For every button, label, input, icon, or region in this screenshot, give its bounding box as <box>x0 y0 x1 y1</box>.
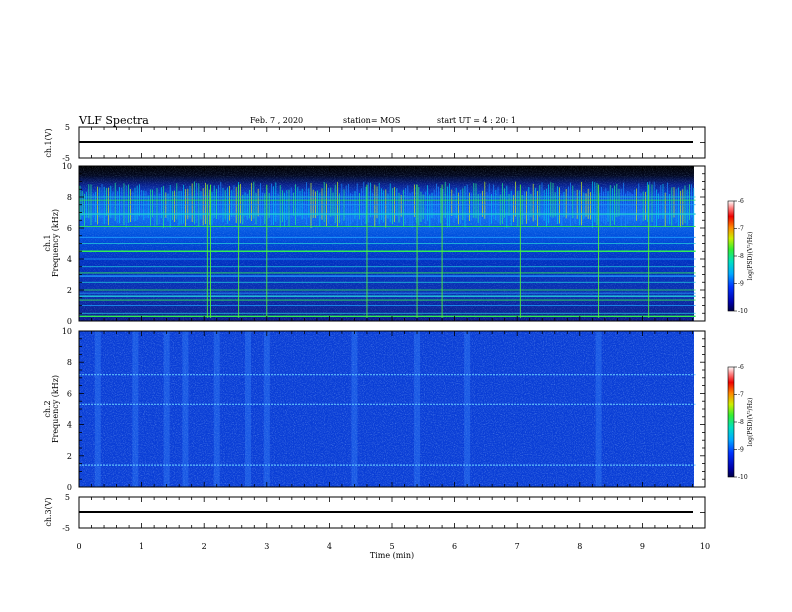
x-tick-label: 3 <box>264 542 269 551</box>
colorbar-tick-label: -9 <box>738 281 744 288</box>
ch2-tonal-lines <box>79 374 696 466</box>
y-tick-label: 4 <box>67 421 72 430</box>
y-tick-label: 8 <box>67 358 72 367</box>
y-tick-label: 6 <box>67 224 72 233</box>
colorbar-tick-label: -8 <box>738 253 744 260</box>
x-tick-label: 2 <box>202 542 207 551</box>
ch3-waveform-panel: 5 -5 ch.3(V) <box>44 493 706 533</box>
y-tick-label: 0 <box>67 317 72 326</box>
vertical-band <box>245 331 252 487</box>
y-tick-label: 8 <box>67 193 72 202</box>
y-tick-label: 10 <box>62 327 72 336</box>
ch1-ytick-labels: 0 2 4 6 8 10 <box>62 162 72 326</box>
ch2-colorbar-ticks: -6 -7 -8 -9 -10 <box>734 364 748 481</box>
ch1-waveform-ylabel: ch.1(V) <box>44 128 53 157</box>
ch2-colorbar-label: log(PSD)(V²/Hz) <box>747 398 754 447</box>
station-label: station= MOS <box>343 116 400 125</box>
vertical-band <box>94 331 101 487</box>
x-tick-label: 5 <box>389 542 394 551</box>
ch2-frequency-ylabel: Frequency (kHz) <box>51 375 60 443</box>
ch1-ytick-top: 5 <box>65 123 70 132</box>
ch3-waveform-ylabel: ch.3(V) <box>44 497 53 526</box>
y-tick-label: 6 <box>67 389 72 398</box>
x-tick-label: 4 <box>327 542 332 551</box>
ch1-channel-label: ch.1 <box>43 234 52 251</box>
ch2-vertical-bands <box>94 331 602 487</box>
x-tick-label: 0 <box>76 542 81 551</box>
x-tick-label: 7 <box>515 542 520 551</box>
ch1-axis-ticks <box>78 165 706 322</box>
figure-title: VLF Spectra <box>78 114 149 127</box>
x-tick-label: 6 <box>452 542 457 551</box>
vertical-band <box>263 331 270 487</box>
x-tick-label: 8 <box>577 542 582 551</box>
vertical-band <box>182 331 189 487</box>
y-tick-label: 0 <box>67 483 72 492</box>
ch1-impulse-lines <box>206 184 650 318</box>
colorbar-tick-label: -8 <box>738 419 744 426</box>
ch2-axis-ticks <box>78 330 706 488</box>
x-tick-label: 9 <box>640 542 645 551</box>
ch2-spectrogram-texture <box>79 331 694 487</box>
time-axis-tick-labels: 0 1 2 3 4 5 6 7 8 9 10 <box>76 542 710 551</box>
ch2-ytick-labels: 0 2 4 6 8 10 <box>62 327 72 492</box>
colorbar-tick-label: -6 <box>738 364 744 371</box>
vertical-band <box>414 331 421 487</box>
start-time-label: start UT = 4 : 20: 1 <box>437 116 516 125</box>
colorbar-tick-label: -7 <box>738 226 744 233</box>
vertical-band <box>464 331 471 487</box>
colorbar-tick-label: -10 <box>738 474 748 481</box>
time-axis-label: Time (min) <box>370 551 414 560</box>
ch1-frequency-ylabel: Frequency (kHz) <box>51 209 60 277</box>
ch1-colorbar-ramp <box>727 200 735 312</box>
vertical-band <box>213 331 220 487</box>
y-tick-label: 2 <box>67 452 72 461</box>
ch3-waveform-ticks <box>78 496 706 529</box>
colorbar-tick-label: -10 <box>738 308 748 315</box>
ch1-colorbar-label: log(PSD)(V²/Hz) <box>747 232 754 281</box>
colorbar-tick-label: -6 <box>738 198 744 205</box>
ch2-colorbar: -6 -7 -8 -9 -10 log(PSD)(V²/Hz) <box>727 364 754 481</box>
ch3-ytick-bottom: -5 <box>62 524 70 533</box>
y-tick-label: 2 <box>67 286 72 295</box>
colorbar-tick-label: -7 <box>738 392 744 399</box>
vertical-band <box>351 331 358 487</box>
vertical-band <box>595 331 602 487</box>
colorbar-tick-label: -9 <box>738 447 744 454</box>
date-label: Feb. 7 , 2020 <box>250 116 303 125</box>
ch1-ytick-bottom: -5 <box>62 154 70 163</box>
ch2-colorbar-ramp <box>727 366 735 478</box>
ch3-ytick-top: 5 <box>65 493 70 502</box>
ch1-tonal-lines <box>79 196 696 318</box>
x-tick-label: 10 <box>700 542 710 551</box>
ch1-waveform-ticks <box>78 126 706 159</box>
ch1-spectrogram-panel: 0 2 4 6 8 10 ch.1 Frequency (kHz) <box>43 162 706 326</box>
ch1-waveform-panel: 5 -5 ch.1(V) <box>44 123 706 163</box>
ch2-spectrogram-panel: 0 2 4 6 8 10 ch.2 Frequency (kHz) <box>43 327 706 492</box>
y-tick-label: 4 <box>67 255 72 264</box>
vertical-band <box>132 331 139 487</box>
ch2-channel-label: ch.2 <box>43 400 52 417</box>
ch1-colorbar: -6 -7 -8 -9 -10 log(PSD)(V²/Hz) <box>727 198 754 315</box>
vertical-band <box>163 331 170 487</box>
ch1-colorbar-ticks: -6 -7 -8 -9 -10 <box>734 198 748 315</box>
x-tick-label: 1 <box>139 542 144 551</box>
y-tick-label: 10 <box>62 162 72 171</box>
